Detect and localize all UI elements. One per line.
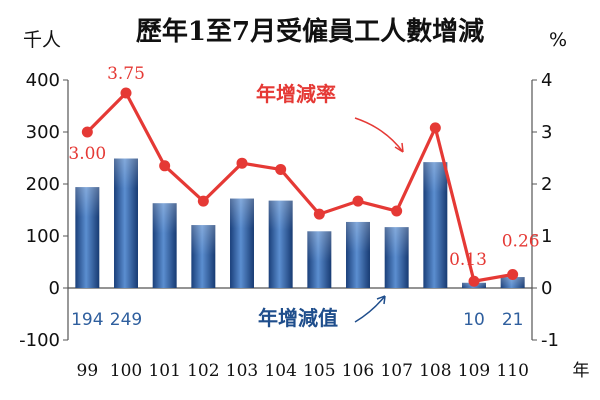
y-left-tick-label: 200 bbox=[26, 174, 60, 195]
line-point bbox=[159, 160, 171, 172]
line-point bbox=[468, 275, 480, 287]
y-right-tick-label: 3 bbox=[541, 122, 552, 143]
y-right-tick-label: -1 bbox=[541, 330, 559, 351]
line-data-label: 3.75 bbox=[107, 64, 145, 84]
y-right-tick-label: 0 bbox=[541, 278, 552, 299]
y-left-tick-label: 0 bbox=[49, 278, 60, 299]
line-point bbox=[391, 205, 403, 217]
bar bbox=[423, 162, 448, 288]
y-right-tick-label: 1 bbox=[541, 226, 552, 247]
bar-highlight bbox=[152, 203, 177, 234]
line-point bbox=[81, 126, 93, 138]
bar-highlight bbox=[423, 162, 448, 193]
y-left-tick-label: -100 bbox=[19, 330, 60, 351]
line-series-label: 年增減率 bbox=[256, 82, 336, 106]
bar-data-label: 21 bbox=[502, 310, 524, 330]
y-left-tick-label: 300 bbox=[26, 122, 60, 143]
line-data-label: 0.13 bbox=[449, 250, 487, 270]
line-point bbox=[197, 195, 209, 207]
line-series bbox=[86, 91, 513, 283]
x-tick-label: 110 bbox=[496, 361, 528, 381]
bar-highlight bbox=[307, 231, 332, 262]
line-series-arrowhead bbox=[394, 142, 404, 153]
x-tick-label: 101 bbox=[148, 361, 180, 381]
line-data-label: 3.00 bbox=[68, 144, 106, 164]
chart-title: 歷年1至7月受僱員工人數增減 bbox=[136, 16, 484, 47]
x-tick-label: 100 bbox=[110, 361, 142, 381]
bar-highlight bbox=[268, 200, 293, 231]
bar-highlight bbox=[230, 198, 254, 229]
bar-series-arrow bbox=[354, 295, 386, 323]
bar-data-label: 249 bbox=[110, 310, 142, 330]
x-tick-label: 108 bbox=[419, 361, 451, 381]
x-unit: 年 bbox=[573, 361, 590, 381]
line-point bbox=[507, 268, 519, 280]
line-point bbox=[352, 195, 364, 207]
y-left-tick-label: 400 bbox=[26, 70, 60, 91]
bar bbox=[114, 158, 138, 288]
x-tick-label: 103 bbox=[226, 361, 258, 381]
y-right-tick-label: 4 bbox=[541, 70, 552, 91]
line-point bbox=[120, 87, 132, 99]
line-point bbox=[313, 208, 325, 220]
x-tick-label: 99 bbox=[77, 361, 99, 381]
line-point bbox=[429, 122, 441, 134]
x-tick-label: 102 bbox=[187, 361, 219, 381]
line-point bbox=[275, 163, 287, 175]
bar-series-arrowhead bbox=[376, 295, 386, 305]
bar-highlight bbox=[114, 158, 138, 189]
bar-highlight bbox=[500, 277, 525, 288]
x-tick-label: 105 bbox=[303, 361, 335, 381]
x-tick-label: 104 bbox=[264, 361, 296, 381]
bar-series-label: 年增減值 bbox=[258, 306, 338, 330]
y-left-unit: 千人 bbox=[23, 29, 61, 51]
y-left-tick-label: 100 bbox=[26, 226, 60, 247]
bar-data-label: 194 bbox=[71, 310, 103, 330]
line-series-arrow bbox=[354, 117, 404, 153]
x-tick-label: 109 bbox=[458, 361, 490, 381]
line-point bbox=[236, 157, 248, 169]
bar-highlight bbox=[384, 227, 409, 258]
bar-highlight bbox=[346, 221, 370, 252]
bar-data-label: 10 bbox=[463, 310, 485, 330]
y-right-unit: % bbox=[549, 29, 567, 51]
x-tick-label: 107 bbox=[380, 361, 412, 381]
x-tick-label: 106 bbox=[342, 361, 374, 381]
bar-highlight bbox=[191, 225, 216, 256]
bar-highlight bbox=[75, 187, 100, 218]
line-data-label: 0.26 bbox=[502, 231, 540, 251]
y-right-tick-label: 2 bbox=[541, 174, 552, 195]
